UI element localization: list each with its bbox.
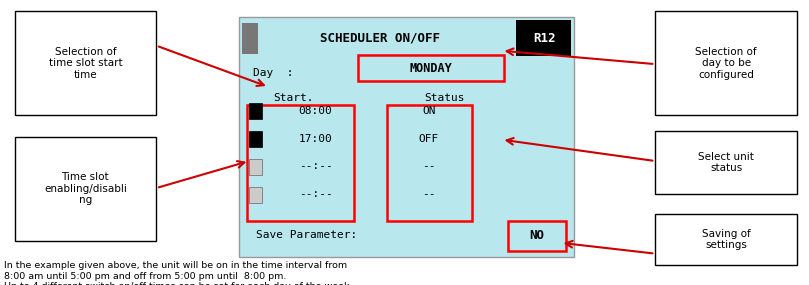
Text: ON: ON [422,105,435,116]
Bar [15,11,156,115]
Text: MONDAY: MONDAY [410,62,452,75]
Bar [247,105,354,221]
Text: Day  :: Day : [253,68,307,78]
Bar [508,221,566,251]
Text: Status: Status [425,93,465,103]
Text: OFF: OFF [418,133,439,144]
Text: Up to 4 different switch on/off times can be set for each day of the week.: Up to 4 different switch on/off times ca… [4,282,353,285]
Bar [655,214,797,265]
Text: NO: NO [530,229,544,242]
Text: R12: R12 [533,32,556,45]
Text: In the example given above, the unit will be on in the time interval from: In the example given above, the unit wil… [4,261,347,270]
Text: Select unit
status: Select unit status [698,152,754,173]
Bar [655,11,797,115]
Text: Save Parameter:: Save Parameter: [256,230,358,240]
Bar [655,131,797,194]
Bar [249,187,262,203]
Text: Selection of
time slot start
time: Selection of time slot start time [49,47,122,80]
Bar [239,17,574,257]
Bar [358,55,504,81]
Bar [15,137,156,241]
Bar [249,103,262,119]
Text: --:--: --:-- [299,189,332,200]
Text: SCHEDULER ON/OFF: SCHEDULER ON/OFF [320,32,439,45]
Bar [249,159,262,175]
Text: 17:00: 17:00 [299,133,332,144]
Text: Saving of
settings: Saving of settings [701,229,751,250]
Text: --: -- [422,189,435,200]
Bar [387,105,472,221]
Bar [242,23,258,54]
Text: Time slot
enabling/disabli
ng: Time slot enabling/disabli ng [44,172,127,205]
Text: 8:00 am until 5:00 pm and off from 5:00 pm until  8:00 pm.: 8:00 am until 5:00 pm and off from 5:00 … [4,272,286,281]
Text: --: -- [422,161,435,172]
Text: Selection of
day to be
configured: Selection of day to be configured [695,47,757,80]
Text: Start.: Start. [273,93,314,103]
Text: 08:00: 08:00 [299,105,332,116]
Text: --:--: --:-- [299,161,332,172]
Bar [516,20,571,56]
Bar [249,131,262,147]
